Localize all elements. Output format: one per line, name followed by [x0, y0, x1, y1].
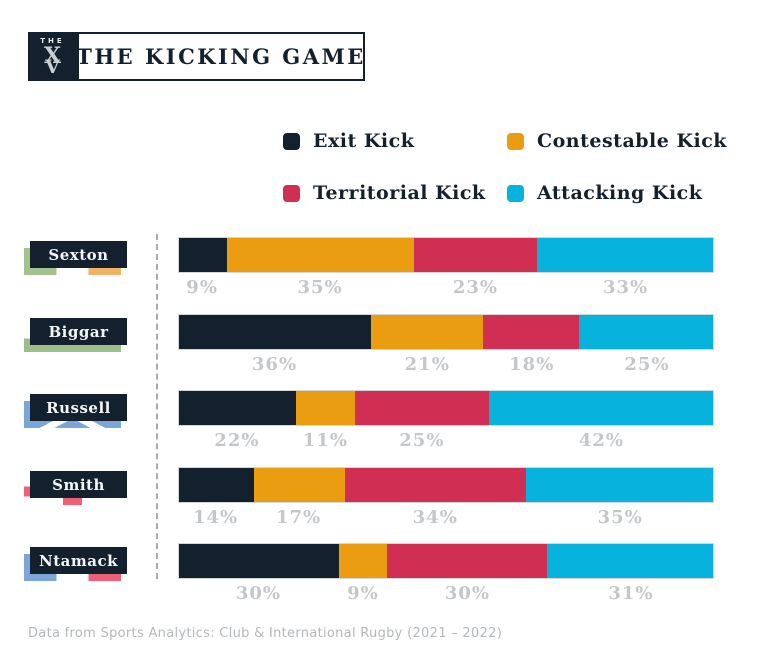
- bar-row-russell: [178, 390, 714, 426]
- bar-segment-territorial-kick: [344, 468, 527, 502]
- legend-swatch-icon: [283, 132, 300, 150]
- bar-segment-attacking-kick: [547, 544, 713, 578]
- player-label-russell: Russell: [30, 394, 127, 421]
- value-label: 42%: [578, 430, 624, 451]
- value-label: 35%: [597, 507, 643, 528]
- legend-item-attacking-kick: Attacking Kick: [507, 182, 727, 204]
- bar-segment-exit-kick: [179, 315, 372, 349]
- legend-label: Attacking Kick: [537, 182, 703, 204]
- logo-x-monogram: X: [43, 43, 62, 69]
- legend-swatch-icon: [507, 132, 524, 150]
- bar-segment-territorial-kick: [387, 544, 548, 578]
- value-label: 34%: [412, 507, 458, 528]
- value-label: 30%: [235, 583, 281, 604]
- bar-segment-contestable-kick: [371, 315, 484, 349]
- player-name: Ntamack: [39, 551, 118, 570]
- logo-the-text: THE: [40, 37, 65, 45]
- value-label: 14%: [192, 507, 239, 528]
- value-label: 23%: [452, 277, 499, 298]
- bar-row-biggar: [178, 314, 714, 350]
- bar-segment-exit-kick: [179, 468, 254, 502]
- value-label: 9%: [347, 583, 379, 604]
- legend-item-exit-kick: Exit Kick: [283, 130, 507, 152]
- baseline-dashed-line: [156, 234, 158, 579]
- player-label-ntamack: Ntamack: [30, 547, 127, 574]
- player-name: Russell: [46, 398, 111, 417]
- value-label: 25%: [399, 430, 445, 451]
- player-label-sexton: Sexton: [30, 241, 127, 268]
- legend-swatch-icon: [283, 184, 300, 202]
- bar-row-ntamack: [178, 543, 714, 579]
- value-label: 22%: [214, 430, 260, 451]
- value-label: 11%: [302, 430, 348, 451]
- value-labels-row: 9% 35% 23% 33%: [178, 277, 714, 299]
- bar-segment-attacking-kick: [488, 391, 713, 425]
- value-label: 30%: [444, 583, 490, 604]
- value-label: 31%: [608, 583, 654, 604]
- logo-v-monogram: V: [45, 56, 60, 78]
- value-labels-row: 36% 21% 18% 25%: [178, 354, 714, 376]
- value-labels-row: 22% 11% 25% 42%: [178, 430, 714, 452]
- value-label: 17%: [276, 507, 322, 528]
- legend-label: Exit Kick: [313, 130, 415, 152]
- bar-segment-contestable-kick: [227, 238, 414, 272]
- value-label: 21%: [404, 354, 450, 375]
- legend-label: Territorial Kick: [313, 182, 486, 204]
- player-label-biggar: Biggar: [30, 318, 127, 345]
- value-label: 35%: [297, 277, 343, 298]
- value-label: 18%: [509, 354, 555, 375]
- player-name: Smith: [52, 475, 105, 494]
- value-label: 36%: [251, 354, 298, 375]
- bar-row-sexton: [178, 237, 714, 273]
- player-name: Sexton: [48, 245, 109, 264]
- legend: Exit Kick Contestable Kick Territorial Kic…: [283, 130, 727, 204]
- value-labels-row: 14% 17% 34% 35%: [178, 507, 714, 529]
- the-xv-logo: THE X V: [28, 32, 77, 81]
- bar-segment-territorial-kick: [413, 238, 537, 272]
- value-label: 9%: [186, 277, 218, 298]
- bar-segment-contestable-kick: [253, 468, 345, 502]
- player-label-smith: Smith: [30, 471, 127, 498]
- bar-segment-attacking-kick: [579, 315, 713, 349]
- source-note: Data from Sports Analytics: Club & Inter…: [28, 626, 503, 641]
- legend-item-territorial-kick: Territorial Kick: [283, 182, 507, 204]
- value-labels-row: 30% 9% 30% 31%: [178, 583, 714, 605]
- bar-segment-territorial-kick: [355, 391, 489, 425]
- bar-segment-attacking-kick: [536, 238, 713, 272]
- value-label: 33%: [602, 277, 649, 298]
- bar-segment-exit-kick: [179, 544, 340, 578]
- player-name: Biggar: [48, 322, 109, 341]
- bar-segment-contestable-kick: [339, 544, 388, 578]
- bar-segment-attacking-kick: [526, 468, 713, 502]
- title-banner: THE KICKING GAME: [76, 32, 366, 81]
- legend-swatch-icon: [507, 184, 524, 202]
- legend-label: Contestable Kick: [537, 130, 727, 152]
- bar-segment-exit-kick: [179, 391, 297, 425]
- bar-segment-exit-kick: [179, 238, 228, 272]
- bar-row-smith: [178, 467, 714, 503]
- bar-segment-contestable-kick: [296, 391, 356, 425]
- bar-segment-territorial-kick: [483, 315, 580, 349]
- page-title: THE KICKING GAME: [76, 44, 366, 69]
- legend-item-contestable-kick: Contestable Kick: [507, 130, 727, 152]
- value-label: 25%: [624, 354, 670, 375]
